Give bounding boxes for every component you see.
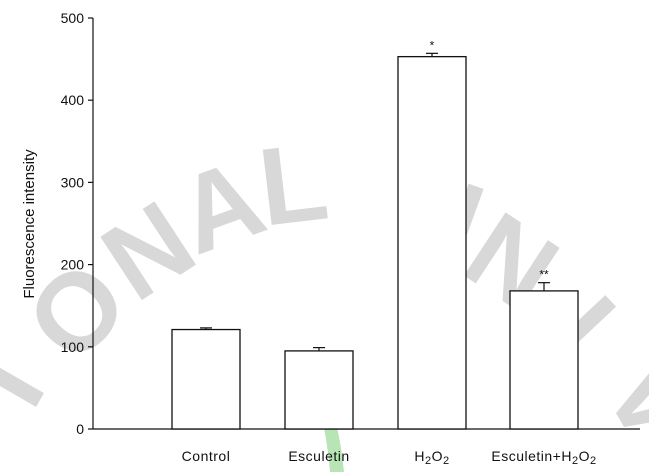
y-tick-label: 200 [61,257,85,273]
bar [509,290,579,430]
watermark-leaf-shape [296,360,344,472]
x-tick-label: Control [182,448,231,464]
bar [171,328,241,430]
y-tick-label: 100 [61,339,85,355]
bar [397,55,467,430]
y-tick-label: 400 [61,92,85,108]
x-axis-tick-labels: Control Esculetin H2O2 Esculetin+H2O2 [182,448,596,467]
y-tick-label: 500 [61,10,85,26]
bar [284,350,354,430]
y-axis-label: Fluorescence intensity [21,149,38,299]
y-axis-ticks: 0 100 200 300 400 500 [61,10,93,437]
bars: *** [171,38,579,430]
y-tick-label: 0 [76,421,84,437]
watermark-letter: V [581,339,649,464]
watermark-letter: L [253,120,334,250]
significance-marker: ** [539,268,549,282]
x-tick-label: Esculetin [288,448,349,464]
y-tick-label: 300 [61,174,85,190]
significance-marker: * [430,38,435,52]
x-tick-label: H2O2 [414,448,449,467]
x-tick-label: Esculetin+H2O2 [491,448,596,467]
